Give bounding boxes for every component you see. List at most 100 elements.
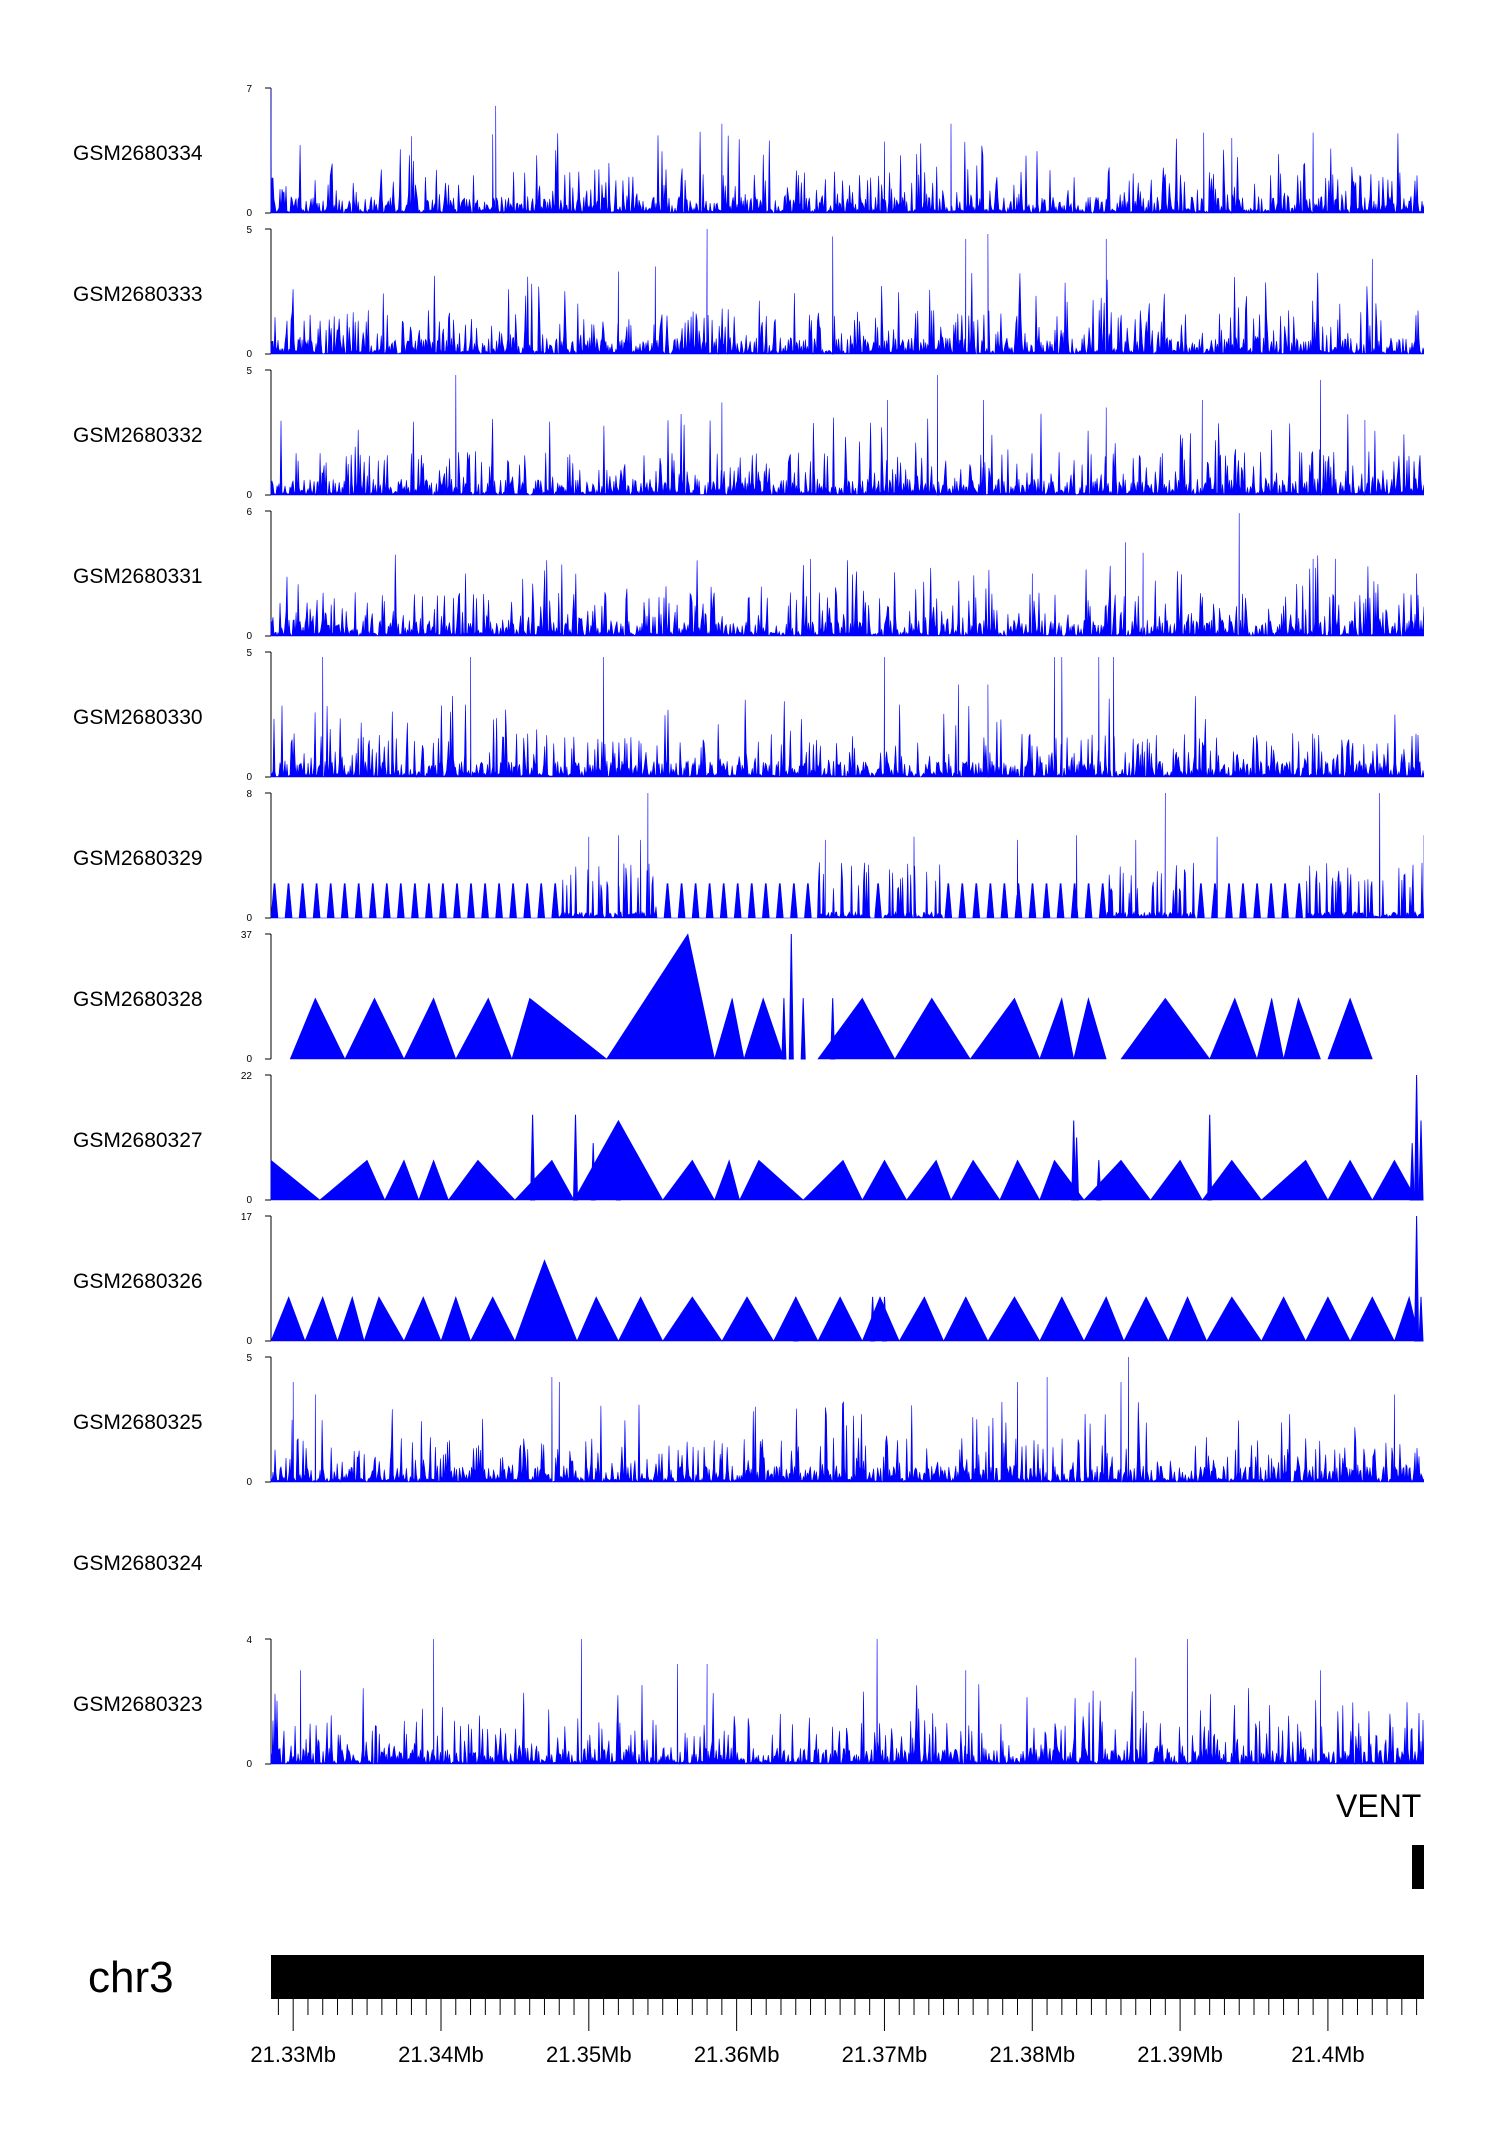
coverage-peak: [1409, 1143, 1415, 1201]
track-GSM2680327: GSM2680327 0 22: [73, 1071, 1424, 1206]
coverage-triangle: [1083, 1296, 1125, 1342]
x-tick-label: 21.36Mb: [694, 2042, 780, 2067]
track-GSM2680330: GSM2680330 0 5: [73, 648, 1425, 783]
coverage-triangle: [662, 1159, 716, 1201]
coverage-area: [270, 87, 1425, 215]
coverage-triangle: [363, 1296, 405, 1342]
track-GSM2680332: GSM2680332 0 5: [73, 366, 1425, 501]
y-tick-label-max: 5: [246, 225, 252, 236]
coverage-triangle: [470, 1296, 516, 1342]
coverage-triangle: [1149, 1159, 1203, 1201]
y-tick-label-max: 6: [246, 507, 252, 518]
chromosome-label: chr3: [88, 1953, 174, 2002]
coverage-area: [270, 1638, 1425, 1766]
coverage-triangle: [1349, 1296, 1395, 1342]
coverage-triangle: [1123, 1296, 1169, 1342]
coverage-triangle: [1260, 1159, 1329, 1201]
coverage-peak: [1071, 1120, 1077, 1201]
y-tick-label-zero: 0: [246, 1195, 252, 1206]
coverage-triangle: [894, 997, 971, 1060]
coverage-triangle: [1209, 997, 1258, 1060]
gene-label-visible: VENT: [1336, 1788, 1421, 1824]
track-label: GSM2680328: [73, 988, 203, 1011]
y-tick-label-max: 5: [246, 1353, 252, 1364]
coverage-triangle: [1206, 1296, 1262, 1342]
coverage-triangle: [1256, 998, 1284, 1060]
y-tick-label-zero: 0: [246, 913, 252, 924]
coverage-triangle: [969, 997, 1041, 1060]
coverage-peak: [1096, 1160, 1102, 1201]
coverage-triangle: [617, 1296, 664, 1342]
coverage-triangle: [817, 1296, 863, 1342]
coverage-triangle: [1167, 1296, 1208, 1342]
y-tick-label-max: 5: [246, 648, 252, 659]
coverage-peak: [615, 1131, 621, 1201]
coverage-area: [270, 792, 1425, 919]
coverage-triangle: [987, 1296, 1041, 1342]
x-tick-label: 21.34Mb: [398, 2042, 484, 2067]
coverage-triangle: [950, 1159, 1001, 1201]
coverage-triangle: [440, 1295, 472, 1342]
track-label: GSM2680329: [73, 847, 203, 870]
y-tick-label-max: 22: [241, 1071, 253, 1082]
coverage-triangle: [1371, 1159, 1418, 1201]
coverage-peak: [881, 1296, 888, 1342]
y-tick-label-max: 8: [246, 789, 252, 800]
coverage-triangle: [514, 1259, 578, 1342]
coverage-peak: [1414, 1215, 1420, 1342]
x-ticks: 21.33Mb 21.34Mb 21.35Mb 21.36Mb 21.37Mb 21.38…: [250, 1999, 1418, 2067]
coverage-triangle: [861, 1296, 900, 1342]
track-label: GSM2680333: [73, 283, 203, 306]
coverage-triangle: [1120, 997, 1211, 1060]
track-GSM2680331: GSM2680331 0 6: [73, 507, 1425, 642]
coverage-peak: [830, 998, 836, 1060]
coverage-triangle: [1039, 1296, 1085, 1342]
coverage-area: [270, 656, 1425, 779]
coverage-peak: [590, 1143, 596, 1201]
x-tick-label: 21.37Mb: [842, 2042, 928, 2067]
coverage-triangle: [662, 1296, 723, 1342]
y-tick-label-zero: 0: [246, 1477, 252, 1488]
x-tick-label: 21.39Mb: [1137, 2042, 1223, 2067]
track-GSM2680333: GSM2680333 0 5: [73, 225, 1425, 360]
coverage-triangle: [318, 1159, 386, 1201]
coverage-peak: [800, 998, 806, 1060]
coverage-triangle: [906, 1159, 952, 1201]
track-label: GSM2680332: [73, 424, 203, 447]
coverage-triangle: [943, 1296, 989, 1342]
coverage-area: [270, 228, 1425, 356]
coverage-peak: [1414, 1074, 1420, 1201]
track-label: GSM2680330: [73, 706, 203, 729]
track-GSM2680334: GSM2680334 0 7: [73, 84, 1425, 219]
track-label: GSM2680324: [73, 1552, 203, 1575]
coverage-triangle: [270, 1296, 306, 1342]
track-GSM2680329: GSM2680329 0 8: [73, 789, 1425, 924]
coverage-triangle: [1393, 1295, 1420, 1342]
coverage-triangle: [384, 1159, 420, 1201]
coverage-peak: [1418, 1120, 1424, 1201]
gene-feature-block: [1412, 1845, 1424, 1889]
y-tick-label-zero: 0: [246, 490, 252, 501]
track-label: GSM2680326: [73, 1270, 203, 1293]
coverage-peak: [781, 998, 787, 1060]
tracks-group: GSM268033407GSM268033305GSM268033205GSM2…: [73, 84, 1425, 1770]
track-label: GSM2680323: [73, 1693, 203, 1716]
y-tick-label-max: 17: [241, 1212, 253, 1223]
coverage-triangle: [270, 1159, 321, 1201]
coverage-triangle: [403, 997, 457, 1060]
coverage-triangle: [999, 1159, 1041, 1201]
coverage-triangle: [418, 1159, 449, 1201]
coverage-triangle: [802, 1159, 863, 1201]
coverage-triangle: [514, 1159, 575, 1201]
coverage-peak: [1207, 1114, 1213, 1201]
y-tick-label-max: 4: [246, 1635, 252, 1646]
coverage-triangle: [1201, 1159, 1262, 1201]
track-GSM2680324: GSM2680324: [73, 1552, 203, 1575]
coverage-triangle: [344, 997, 405, 1060]
coverage-triangle: [1260, 1296, 1307, 1342]
y-tick-label-zero: 0: [246, 1759, 252, 1770]
coverage-triangle: [1283, 997, 1321, 1060]
coverage-peak: [572, 1114, 579, 1201]
coverage-triangle: [743, 997, 785, 1060]
